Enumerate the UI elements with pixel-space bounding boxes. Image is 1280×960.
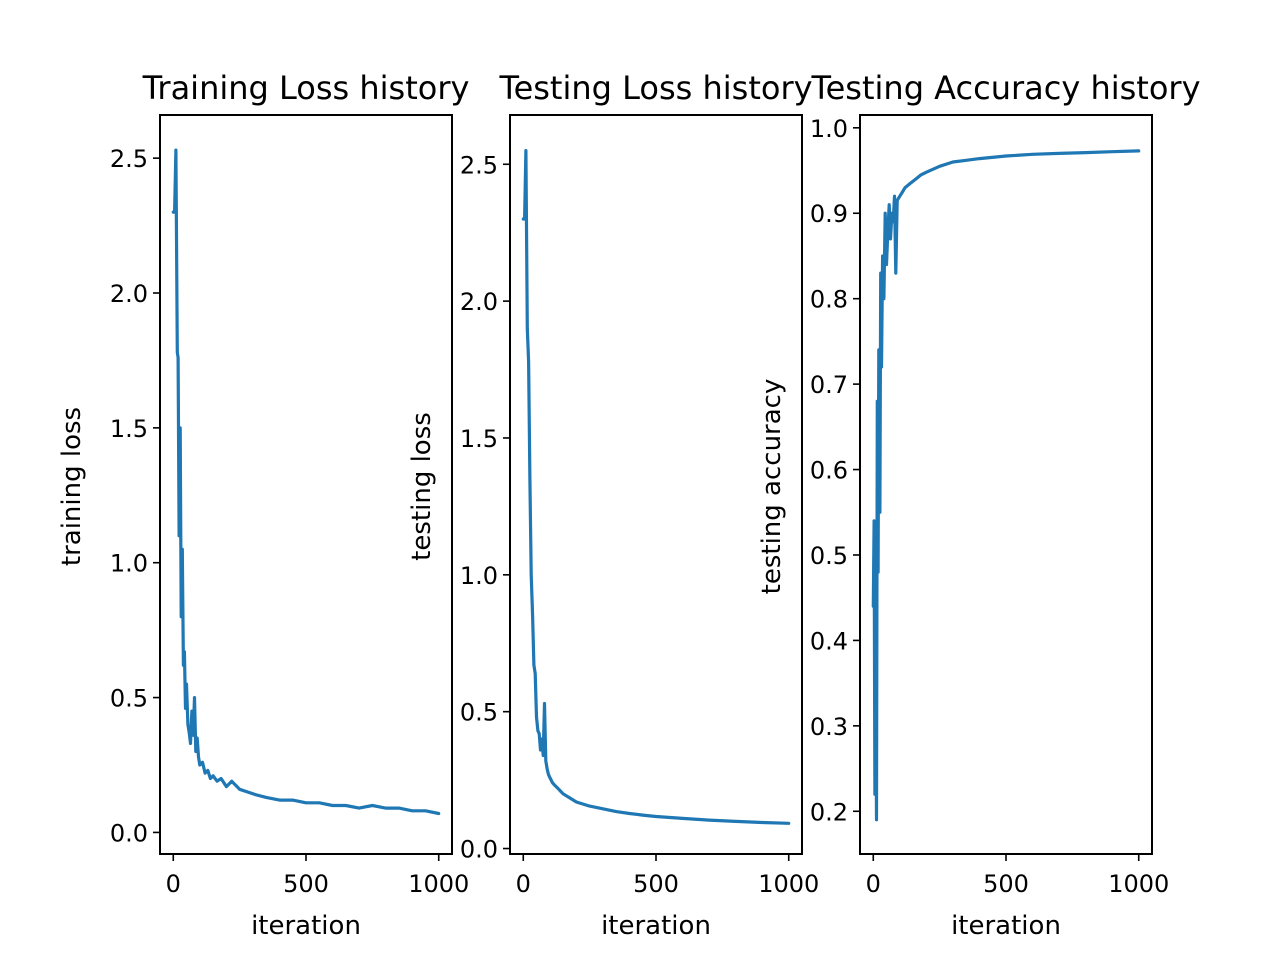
subplot-2: 0 500 1000 0.0 0.5 1.0 1.5 2.0 2.5 Testing Loss h… <box>407 69 819 941</box>
subplot-3: 0 500 1000 0.2 0.3 0.4 0.5 0.6 0.7 0.8 0.9 1.0 Testi… <box>757 69 1201 941</box>
y-tick-label: 0.4 <box>810 627 848 655</box>
series-line <box>871 149 1141 822</box>
x-axis-label: iteration <box>251 911 361 941</box>
x-tick-label: 1000 <box>408 870 469 898</box>
y-tick-label: 1.0 <box>110 550 148 578</box>
y-tick-label: 0.0 <box>110 819 148 847</box>
x-tick-label: 1000 <box>1108 870 1169 898</box>
x-tick-label: 500 <box>633 870 679 898</box>
y-tick-label: 2.0 <box>460 288 498 316</box>
x-axis-label: iteration <box>951 911 1061 941</box>
y-tick-label: 0.5 <box>110 685 148 713</box>
x-axis-label: iteration <box>601 911 711 941</box>
y-tick-label: 0.7 <box>810 371 848 399</box>
x-tick-label: 1000 <box>758 870 819 898</box>
y-tick-label: 0.5 <box>810 542 848 570</box>
x-tick-label: 500 <box>983 870 1029 898</box>
y-tick-label: 0.8 <box>810 286 848 314</box>
series-line <box>521 149 791 825</box>
y-tick-label: 1.0 <box>810 115 848 143</box>
y-tick-label: 2.5 <box>110 145 148 173</box>
x-tick-label: 0 <box>866 870 881 898</box>
y-tick-label: 0.0 <box>460 836 498 864</box>
x-tick-label: 0 <box>516 870 531 898</box>
y-tick-label: 1.0 <box>460 562 498 590</box>
y-tick-label: 2.0 <box>110 280 148 308</box>
chart-title: Testing Accuracy history <box>811 69 1201 107</box>
axes-frame <box>859 114 1153 855</box>
y-tick-label: 1.5 <box>460 425 498 453</box>
subplot-1: 0 500 1000 0.0 0.5 1.0 1.5 2.0 2.5 Training Loss … <box>57 69 469 941</box>
series-line <box>171 148 441 816</box>
y-tick-label: 0.6 <box>810 457 848 485</box>
y-tick-label: 2.5 <box>460 151 498 179</box>
y-axis-label: training loss <box>57 407 87 566</box>
y-axis-label: testing accuracy <box>757 379 787 595</box>
x-tick-label: 500 <box>283 870 329 898</box>
x-tick-label: 0 <box>166 870 181 898</box>
y-tick-label: 0.3 <box>810 713 848 741</box>
chart-title: Testing Loss history <box>498 69 812 107</box>
y-tick-label: 1.5 <box>110 415 148 443</box>
y-tick-label: 0.9 <box>810 200 848 228</box>
y-axis-label: testing loss <box>407 412 437 561</box>
y-tick-label: 0.5 <box>460 699 498 727</box>
chart-title: Training Loss history <box>142 69 470 107</box>
y-tick-label: 0.2 <box>810 798 848 826</box>
